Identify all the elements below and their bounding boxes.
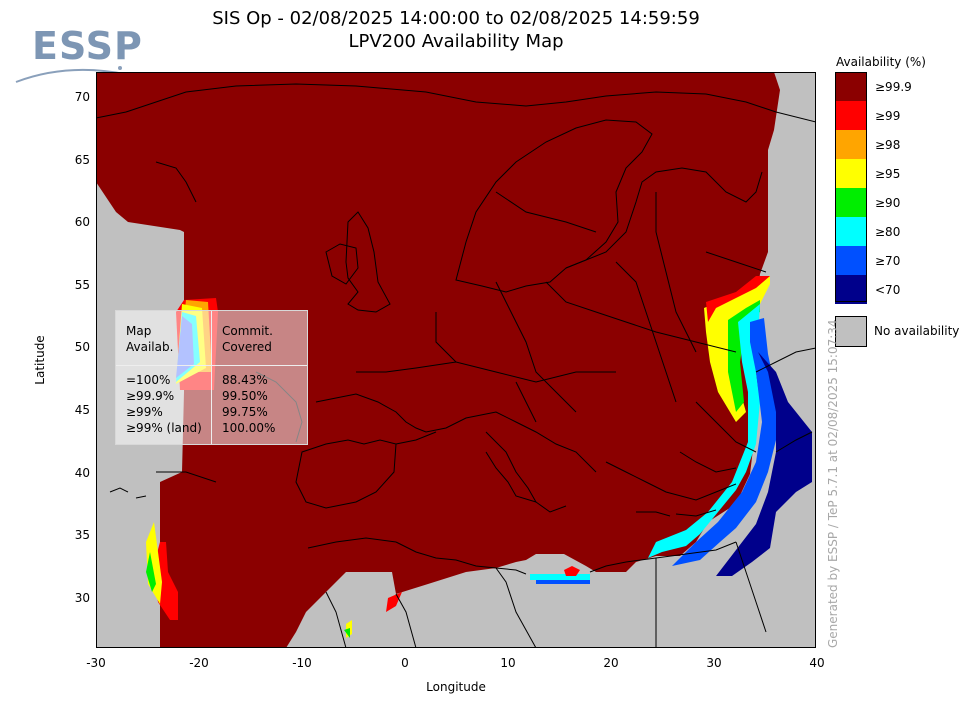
- legend-title: Availability (%): [836, 55, 926, 69]
- no-availability-swatch: [835, 316, 867, 347]
- legend-label: ≥80: [875, 225, 901, 239]
- stats-divider-vertical: [211, 311, 212, 444]
- legend-swatch: [835, 101, 867, 130]
- east-edge-blue: [672, 318, 778, 566]
- no-availability-label: No availability: [874, 324, 960, 338]
- x-tick-label: -20: [189, 656, 209, 670]
- coverage-stats-box: Map Availab. Commit. Covered =100% ≥99.9…: [115, 310, 308, 445]
- stats-covered: 88.43% 99.50% 99.75% 100.00%: [222, 372, 275, 436]
- libya-coast-blue: [536, 580, 590, 584]
- y-tick-label: 65: [74, 153, 90, 167]
- map-subtitle: LPV200 Availability Map: [348, 31, 564, 52]
- availability-region: [96, 72, 780, 648]
- y-tick-label: 35: [74, 528, 90, 542]
- x-tick-label: 20: [603, 656, 619, 670]
- x-tick-label: 40: [809, 656, 825, 670]
- legend-swatch: [835, 159, 867, 188]
- stats-header-availab: Availab.: [126, 340, 174, 354]
- y-tick-label: 70: [74, 90, 90, 104]
- east-edge-yellow: [704, 276, 770, 422]
- stats-divider-horizontal: [116, 365, 307, 366]
- legend-swatch: [835, 130, 867, 159]
- generated-watermark: Generated by ESSP / TeP 5.7.1 at 02/08/2…: [826, 319, 840, 648]
- stats-level-row: ≥99% (land): [126, 421, 202, 435]
- x-tick-label: -30: [86, 656, 106, 670]
- x-axis-label: Longitude: [426, 680, 486, 694]
- stats-header-map: Map: [126, 324, 152, 338]
- stats-covered-row: 100.00%: [222, 421, 276, 435]
- stats-covered-row: 99.75%: [222, 405, 268, 419]
- x-tick-label: 0: [401, 656, 409, 670]
- y-tick-label: 50: [74, 340, 90, 354]
- stats-header-commit: Commit.: [222, 324, 273, 338]
- west-edge-lower-green: [146, 552, 156, 592]
- y-tick-label: 55: [74, 278, 90, 292]
- y-axis-label: Latitude: [33, 335, 47, 385]
- legend-swatch: [835, 275, 867, 304]
- legend-label: ≥70: [875, 254, 901, 268]
- stats-header-covered: Covered: [222, 340, 272, 354]
- legend-label: <70: [875, 283, 901, 297]
- east-edge-cyan: [648, 304, 760, 558]
- legend-label: ≥95: [875, 167, 901, 181]
- legend-label: ≥99.9: [875, 80, 912, 94]
- stats-levels: =100% ≥99.9% ≥99% ≥99% (land): [126, 372, 202, 436]
- y-tick-label: 40: [74, 466, 90, 480]
- map-title: SIS Op - 02/08/2025 14:00:00 to 02/08/20…: [212, 8, 700, 29]
- east-edge-green: [728, 300, 760, 412]
- libya-coast-band: [530, 574, 590, 580]
- legend-label: ≥90: [875, 196, 901, 210]
- coastlines: [96, 83, 816, 648]
- y-tick-label: 60: [74, 215, 90, 229]
- stats-level-row: ≥99%: [126, 405, 163, 419]
- stats-level-row: =100%: [126, 373, 171, 387]
- stats-covered-row: 99.50%: [222, 389, 268, 403]
- libya-coast-red: [564, 566, 580, 576]
- stats-level-row: ≥99.9%: [126, 389, 175, 403]
- legend-label: ≥99: [875, 109, 901, 123]
- x-tick-label: -10: [292, 656, 312, 670]
- legend-swatch: [835, 188, 867, 217]
- stats-header-left: Map Availab.: [126, 323, 173, 355]
- legend-swatch: [835, 72, 867, 101]
- east-edge-red: [706, 276, 770, 322]
- stats-header-right: Commit. Covered: [222, 323, 273, 355]
- x-tick-label: 30: [706, 656, 722, 670]
- east-edge-darkblue: [716, 352, 812, 576]
- x-tick-label: 10: [500, 656, 516, 670]
- y-tick-label: 45: [74, 403, 90, 417]
- legend-label: ≥98: [875, 138, 901, 152]
- logo-text: ESSP: [32, 24, 143, 68]
- stats-covered-row: 88.43%: [222, 373, 268, 387]
- y-tick-label: 30: [74, 591, 90, 605]
- gibraltar-green: [344, 628, 350, 638]
- legend-swatch: [835, 246, 867, 275]
- legend-swatch: [835, 217, 867, 246]
